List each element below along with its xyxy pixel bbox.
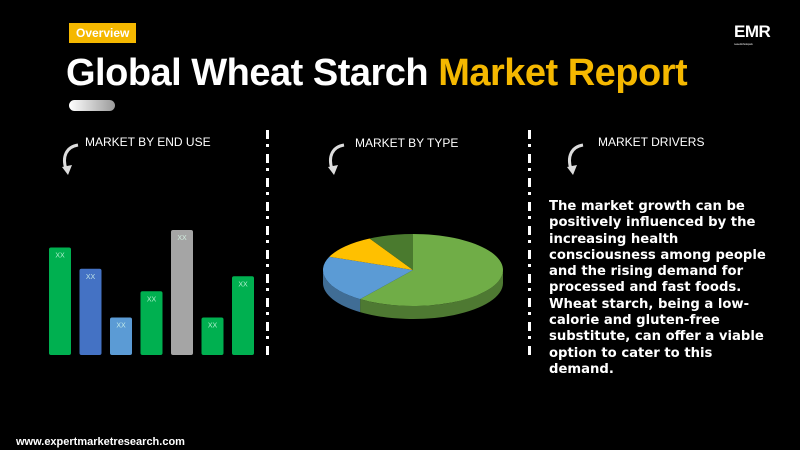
title-main: Global Wheat Starch xyxy=(66,52,429,94)
curved-arrow-icon xyxy=(567,143,584,175)
logo-tagline: Leave it to the Experts xyxy=(734,42,753,46)
bar-data-label: XX xyxy=(147,296,157,303)
bar xyxy=(201,317,224,355)
overview-badge: Overview xyxy=(69,23,137,43)
bar xyxy=(79,268,102,355)
divider xyxy=(266,130,269,355)
bar-data-label: XX xyxy=(86,274,96,281)
pie-slice xyxy=(360,234,504,306)
curved-arrow-icon xyxy=(62,143,79,175)
pie-slice-side xyxy=(360,270,503,319)
pie-slice xyxy=(329,238,413,270)
bar-data-label: XX xyxy=(177,235,187,242)
divider xyxy=(528,130,531,355)
type-pie-chart xyxy=(323,234,504,319)
bar xyxy=(140,291,163,355)
bar-data-label: XX xyxy=(116,323,126,330)
bar xyxy=(232,276,254,355)
bar-data-label: XX xyxy=(55,253,65,260)
logo-text: EMR xyxy=(734,22,771,41)
end-use-bar-chart: XX XX XX XX XX XX XX xyxy=(49,230,254,355)
bar xyxy=(49,247,71,355)
pie-slice-side xyxy=(323,270,361,313)
title-underline xyxy=(69,100,115,111)
bar-data-label: XX xyxy=(208,323,218,330)
bar xyxy=(110,317,132,355)
pie-slice xyxy=(323,256,413,300)
page-title: Global Wheat Starch Market Report xyxy=(66,52,688,95)
section-heading-drivers: MARKET DRIVERS xyxy=(598,135,705,149)
emr-logo: EMR Leave it to the Experts xyxy=(734,22,771,46)
bar xyxy=(171,230,193,355)
bar-data-label: XX xyxy=(238,281,248,288)
title-highlight: Market Report xyxy=(438,52,688,94)
website-url: www.expertmarketresearch.com xyxy=(16,436,185,448)
pie-slice xyxy=(369,234,413,270)
section-heading-type: MARKET BY TYPE xyxy=(355,136,459,150)
curved-arrow-icon xyxy=(328,143,345,175)
section-heading-end-use: MARKET BY END USE xyxy=(85,135,211,149)
drivers-text: The market growth can be positively infl… xyxy=(549,199,766,377)
